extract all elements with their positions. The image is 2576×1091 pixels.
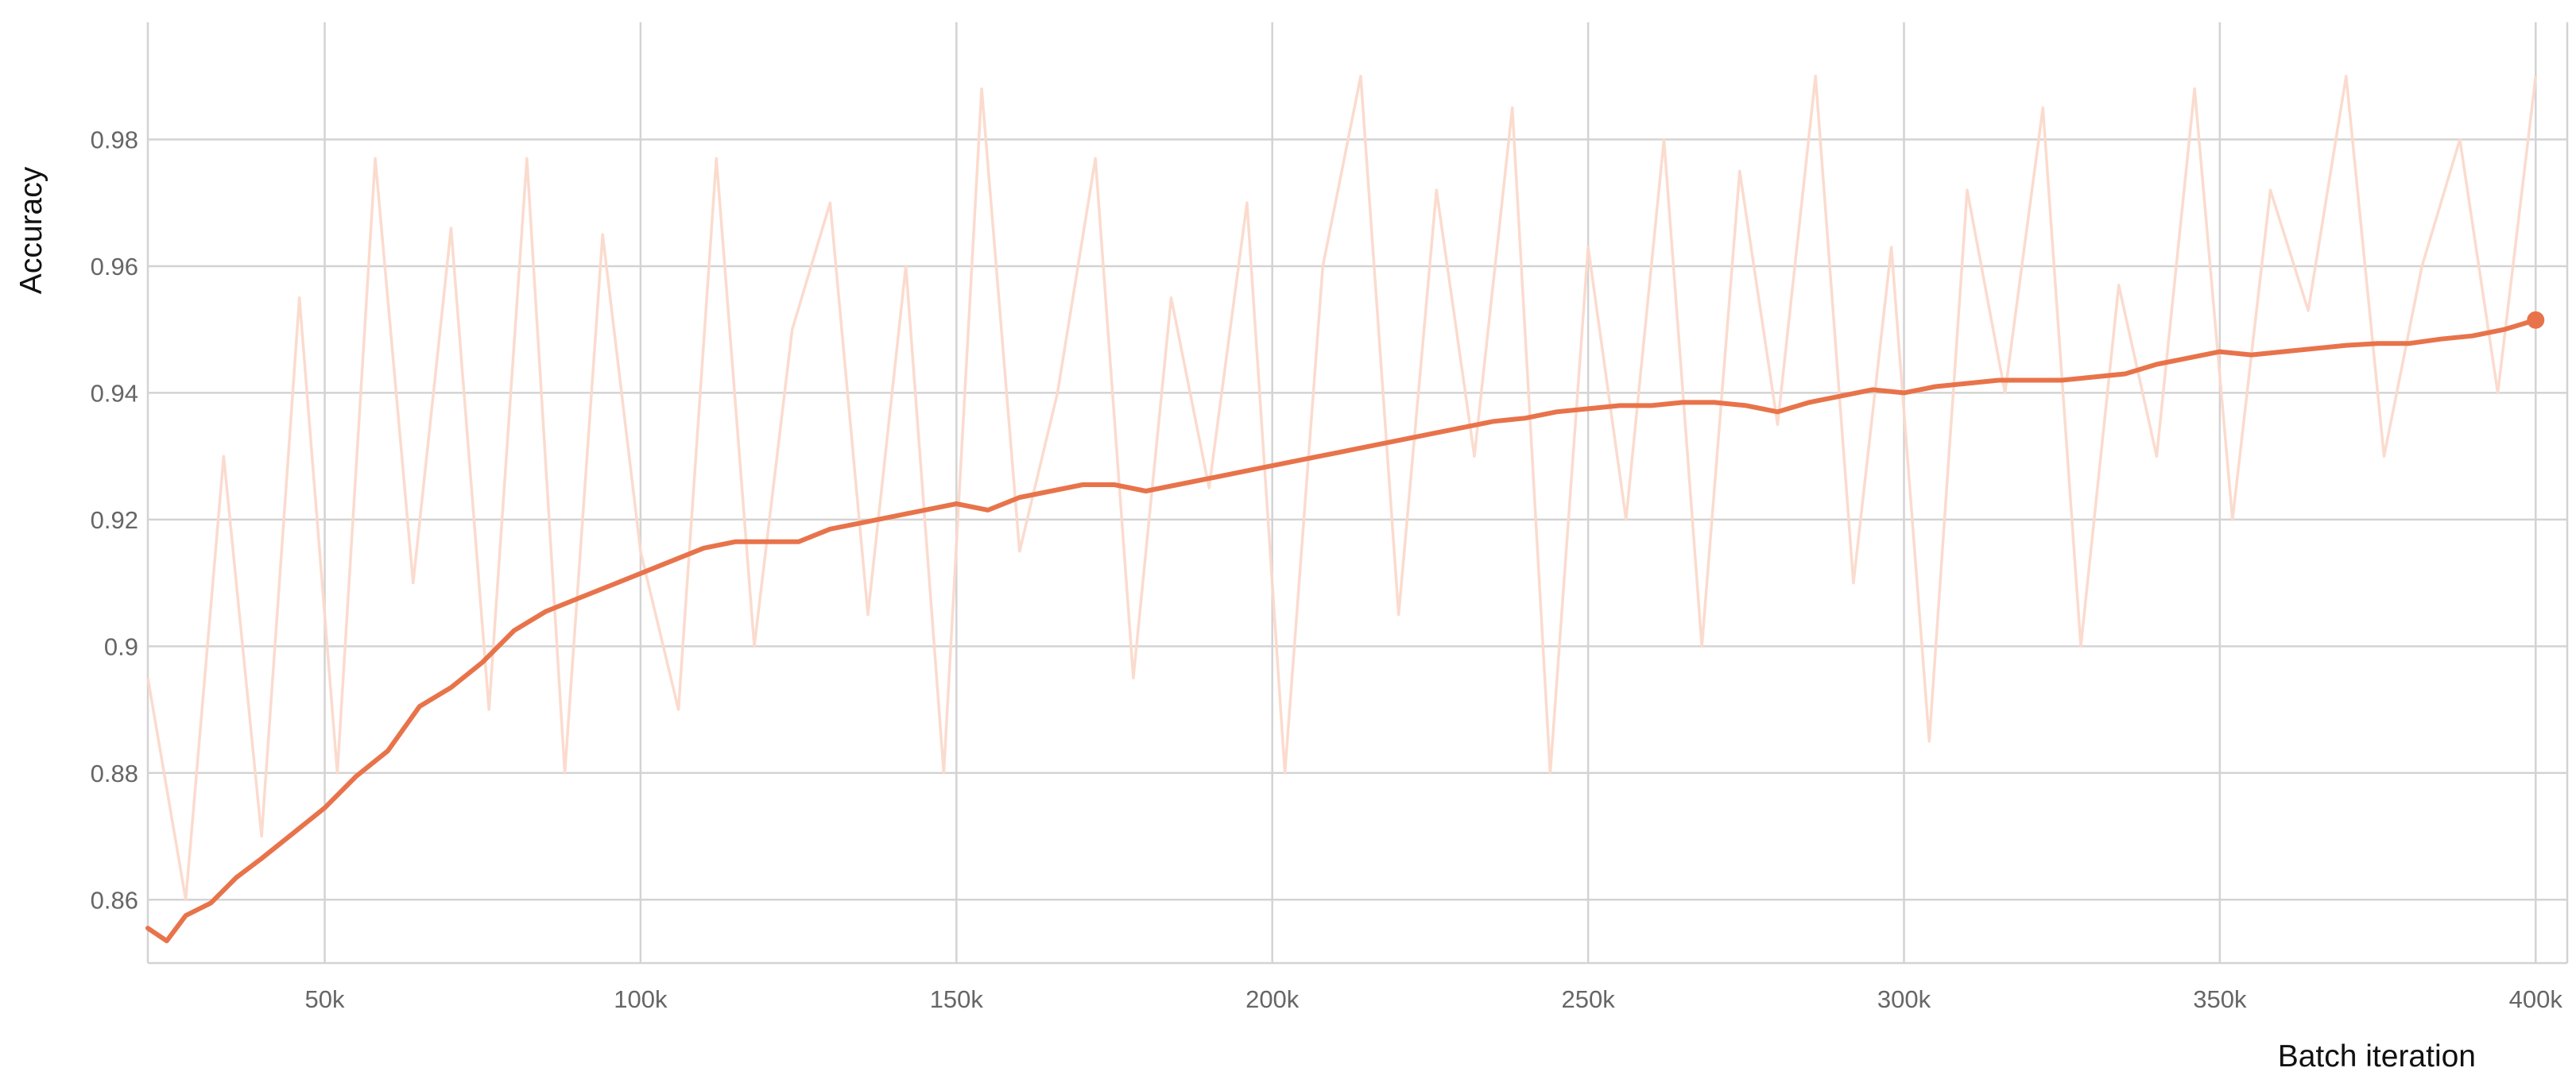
y-tick-label: 0.88 [91,760,138,787]
y-tick-label: 0.86 [91,886,138,914]
x-axis-title: Batch iteration [2278,1039,2476,1074]
x-tick-label: 200k [1245,985,1300,1013]
y-tick-label: 0.96 [91,253,138,280]
x-tick-label: 100k [614,985,668,1013]
smoothed-accuracy-line [145,317,2539,944]
smoothed-series [145,311,2545,944]
y-tick-label: 0.98 [91,126,138,154]
x-tick-label: 250k [1561,985,1615,1013]
x-tick-label: 300k [1877,985,1931,1013]
x-tick-label: 50k [305,985,345,1013]
y-tick-label: 0.92 [91,506,138,534]
raw-series [146,75,2538,902]
series-endpoint-marker[interactable] [2527,311,2545,329]
tick-labels: 0.86 0.88 0.9 0.92 0.94 0.96 0.98 50k 100k 150k 20… [91,126,2563,1013]
raw-accuracy-line [146,75,2538,902]
grid [146,22,2569,965]
y-tick-label: 0.9 [104,633,138,660]
y-axis-title: Accuracy [14,166,48,294]
x-tick-label: 350k [2193,985,2247,1013]
x-tick-label: 150k [930,985,984,1013]
x-tick-label: 400k [2509,985,2563,1013]
y-tick-label: 0.94 [91,379,138,407]
